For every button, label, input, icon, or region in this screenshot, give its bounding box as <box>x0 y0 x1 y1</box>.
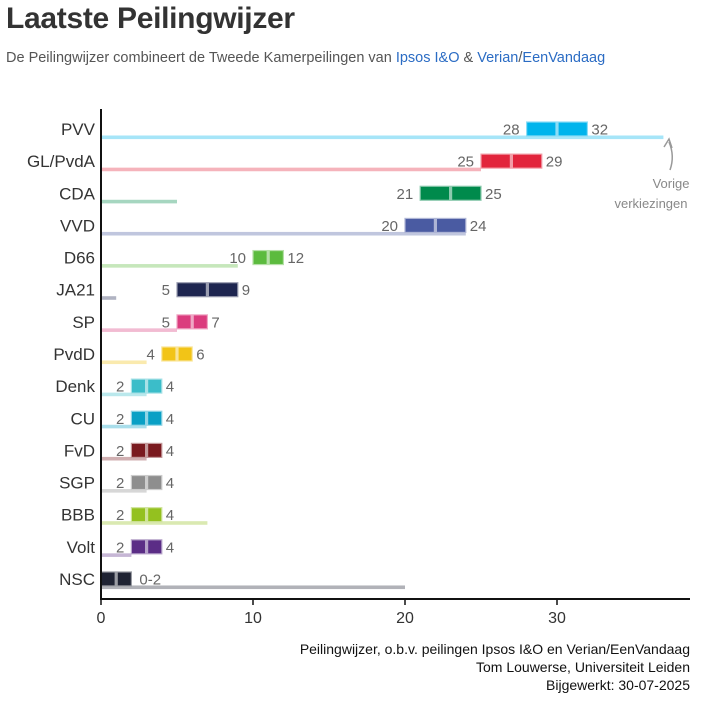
high-label-volt: 4 <box>166 539 174 556</box>
party-label-fvd: FvD <box>64 441 95 460</box>
annotation-arrow <box>668 141 673 171</box>
subtitle-ampersand: & <box>459 50 478 66</box>
high-label-pvdd: 6 <box>196 346 204 363</box>
previous-bar-ja21 <box>101 296 117 300</box>
range-mid-d66 <box>266 250 270 265</box>
range-mid-gl-pvda <box>509 154 513 169</box>
low-label-ja21: 5 <box>162 282 170 299</box>
low-label-sp: 5 <box>162 314 170 331</box>
high-label-sgp: 4 <box>166 475 174 492</box>
range-mid-bbb <box>145 507 149 522</box>
range-mid-sgp <box>145 475 149 490</box>
footer-updated: Bijgewerkt: 30-07-2025 <box>546 677 690 693</box>
low-label-pvdd: 4 <box>146 346 154 363</box>
low-label-cu: 2 <box>116 411 124 428</box>
subtitle: De Peilingwijzer combineert de Tweede Ka… <box>6 50 605 66</box>
low-label-cda: 21 <box>397 186 414 203</box>
x-tick-label-20: 20 <box>396 610 414 627</box>
high-label-ja21: 9 <box>242 282 250 299</box>
high-label-fvd: 4 <box>166 443 174 460</box>
party-label-bbb: BBB <box>61 506 95 525</box>
range-mid-volt <box>145 539 149 554</box>
source-link-eenvandaag[interactable]: EenVandaag <box>522 50 606 66</box>
previous-bar-denk <box>101 392 147 397</box>
low-label-gl-pvda: 25 <box>457 154 474 171</box>
previous-bar-pvv <box>101 135 664 140</box>
range-mid-sp <box>190 314 194 329</box>
party-label-pvdd: PvdD <box>53 345 95 364</box>
range-label-nsc: 0-2 <box>139 571 161 588</box>
previous-bar-sp <box>101 328 177 332</box>
x-tick-label-0: 0 <box>97 610 106 627</box>
previous-bar-fvd <box>101 456 147 461</box>
low-label-volt: 2 <box>116 539 124 556</box>
party-label-gl-pvda: GL/PvdA <box>27 152 96 171</box>
subtitle-slash: / <box>518 50 523 66</box>
low-label-vvd: 20 <box>381 218 398 235</box>
previous-bar-vvd <box>101 231 466 236</box>
previous-bar-volt <box>101 553 132 557</box>
x-tick-label-30: 30 <box>548 610 566 627</box>
low-label-d66: 10 <box>229 250 246 267</box>
party-label-volt: Volt <box>67 538 96 557</box>
footer-author: Tom Louwerse, Universiteit Leiden <box>476 659 690 675</box>
previous-bar-cu <box>101 424 147 429</box>
high-label-cu: 4 <box>166 411 174 428</box>
low-label-bbb: 2 <box>116 507 124 524</box>
high-label-sp: 7 <box>211 314 219 331</box>
previous-bar-bbb <box>101 521 208 525</box>
low-label-pvv: 28 <box>503 122 520 139</box>
range-mid-ja21 <box>205 282 209 297</box>
range-mid-cda <box>449 186 453 201</box>
party-label-sgp: SGP <box>59 474 95 493</box>
range-mid-cu <box>145 411 149 426</box>
party-label-cu: CU <box>70 409 95 428</box>
low-label-denk: 2 <box>116 379 124 396</box>
party-label-sp: SP <box>72 313 95 332</box>
high-label-cda: 25 <box>485 186 502 203</box>
subtitle-text: De Peilingwijzer combineert de Tweede Ka… <box>6 50 396 66</box>
previous-bar-gl-pvda <box>101 167 481 172</box>
annotation-line-2: verkiezingen <box>615 196 688 211</box>
party-label-d66: D66 <box>64 249 95 268</box>
annotation-line-1: Vorige <box>653 176 690 191</box>
range-mid-pvdd <box>175 346 179 361</box>
previous-bar-cda <box>101 199 177 204</box>
high-label-gl-pvda: 29 <box>546 154 563 171</box>
annotation-arrow-head <box>663 137 673 149</box>
range-mid-fvd <box>145 443 149 458</box>
chart-footer: Peilingwijzer, o.b.v. peilingen Ipsos I&… <box>300 640 690 694</box>
high-label-denk: 4 <box>166 379 174 396</box>
party-label-ja21: JA21 <box>56 281 95 300</box>
range-mid-pvv <box>555 122 559 136</box>
source-link-ipsos[interactable]: Ipsos I&O <box>395 50 460 66</box>
party-label-nsc: NSC <box>59 570 95 589</box>
low-label-sgp: 2 <box>116 475 124 492</box>
previous-bar-sgp <box>101 489 147 493</box>
source-link-verian[interactable]: Verian <box>477 50 519 66</box>
party-label-cda: CDA <box>59 184 96 203</box>
previous-bar-pvdd <box>101 360 147 365</box>
high-label-pvv: 32 <box>591 122 608 139</box>
x-tick-label-10: 10 <box>244 610 262 627</box>
previous-bar-nsc <box>101 585 405 590</box>
previous-bar-d66 <box>101 264 238 268</box>
range-mid-nsc <box>114 571 118 586</box>
range-mid-vvd <box>433 218 437 233</box>
range-mid-denk <box>145 379 149 394</box>
low-label-fvd: 2 <box>116 443 124 460</box>
party-label-denk: Denk <box>55 377 95 396</box>
party-label-pvv: PVV <box>61 120 96 139</box>
page-title: Laatste Peilingwijzer <box>6 2 295 35</box>
high-label-d66: 12 <box>287 250 304 267</box>
footer-source: Peilingwijzer, o.b.v. peilingen Ipsos I&… <box>299 641 690 657</box>
high-label-bbb: 4 <box>166 507 174 524</box>
high-label-vvd: 24 <box>470 218 487 235</box>
party-label-vvd: VVD <box>60 216 95 235</box>
